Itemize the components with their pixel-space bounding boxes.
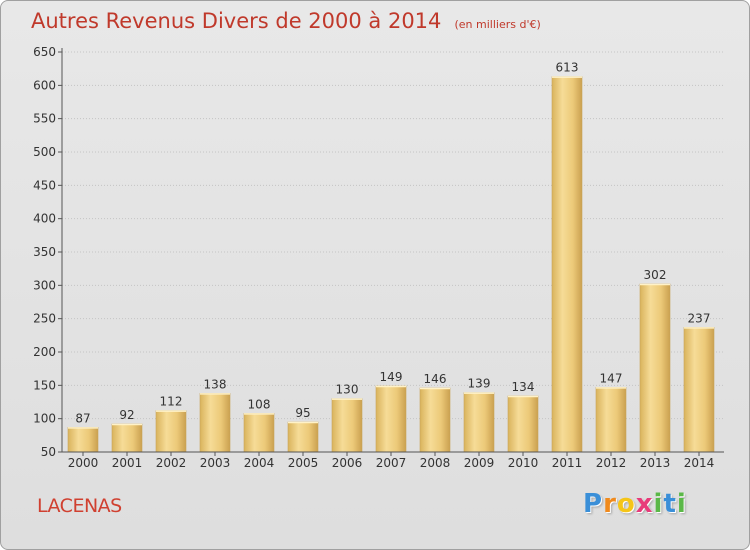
chart-subtitle: (en milliers d'€) <box>454 18 541 31</box>
proxiti-logo: Proxiti <box>583 489 687 519</box>
y-tick-label: 250 <box>33 312 56 326</box>
x-tick-label: 2004 <box>244 456 275 470</box>
x-tick-label: 2009 <box>464 456 495 470</box>
bar-2009 <box>463 392 495 453</box>
bar-2012 <box>595 387 627 453</box>
y-tick-label: 400 <box>33 212 56 226</box>
y-tick-label: 200 <box>33 345 56 359</box>
logo-letter: o <box>616 489 636 519</box>
x-tick-label: 2001 <box>112 456 143 470</box>
x-tick-label: 2013 <box>640 456 671 470</box>
y-tick-label: 100 <box>33 412 56 426</box>
x-tick-label: 2008 <box>420 456 451 470</box>
bar-2014 <box>683 327 715 453</box>
location-label: LACENAS <box>37 495 122 517</box>
data-label: 92 <box>119 408 134 422</box>
y-tick-label: 550 <box>33 112 56 126</box>
data-label: 95 <box>295 406 310 420</box>
x-tick-label: 2002 <box>156 456 187 470</box>
y-tick-label: 300 <box>33 278 56 292</box>
bar-2013 <box>639 283 671 453</box>
bar-2007 <box>375 385 407 453</box>
bar-2003 <box>199 393 231 453</box>
bar-2001 <box>111 423 143 453</box>
logo-letter: r <box>603 489 617 519</box>
x-tick-label: 2003 <box>200 456 231 470</box>
bar-2000 <box>67 427 99 453</box>
axis-layer: 50 100 150 200 250 300 350 400 450 500 550 600 650 20… <box>33 45 724 470</box>
x-tick-label: 2005 <box>288 456 319 470</box>
bar-layer <box>67 76 715 453</box>
bar-2010 <box>507 395 539 453</box>
logo-letter: i <box>653 489 664 519</box>
data-label: 130 <box>336 383 359 397</box>
data-label: 139 <box>468 377 491 391</box>
bar-2011 <box>551 76 583 453</box>
label-layer: 87 92 112 138 108 95 130 149 146 139 134 613 147 302 2… <box>75 61 710 426</box>
data-label: 138 <box>204 377 227 391</box>
data-label: 613 <box>556 61 579 75</box>
y-tick-label: 500 <box>33 145 56 159</box>
bar-2005 <box>287 421 319 453</box>
x-tick-label: 2006 <box>332 456 363 470</box>
data-label: 302 <box>644 268 667 282</box>
y-tick-label: 50 <box>41 445 56 459</box>
y-tick-label: 150 <box>33 378 56 392</box>
data-label: 237 <box>688 311 711 325</box>
logo-letter: t <box>663 489 677 519</box>
data-label: 87 <box>75 411 90 425</box>
y-tick-label: 450 <box>33 178 56 192</box>
logo-letter: i <box>676 489 687 519</box>
x-tick-label: 2011 <box>552 456 583 470</box>
title-row: Autres Revenus Divers de 2000 à 2014 (en… <box>31 9 541 33</box>
data-label: 134 <box>512 380 535 394</box>
bar-2004 <box>243 413 275 453</box>
data-label: 146 <box>424 372 447 386</box>
bar-2002 <box>155 410 187 453</box>
bar-2006 <box>331 398 363 453</box>
logo-letter: P <box>583 489 604 519</box>
x-tick-label: 2012 <box>596 456 627 470</box>
y-tick-label: 650 <box>33 45 56 59</box>
chart-title: Autres Revenus Divers de 2000 à 2014 <box>31 9 442 33</box>
x-tick-label: 2007 <box>376 456 407 470</box>
bar-2008 <box>419 387 451 453</box>
x-tick-label: 2014 <box>684 456 715 470</box>
data-label: 108 <box>248 397 271 411</box>
data-label: 112 <box>160 395 183 409</box>
data-label: 147 <box>600 371 623 385</box>
x-tick-label: 2000 <box>68 456 99 470</box>
y-tick-label: 350 <box>33 245 56 259</box>
y-tick-label: 600 <box>33 78 56 92</box>
x-tick-label: 2010 <box>508 456 539 470</box>
data-label: 149 <box>380 370 403 384</box>
logo-letter: x <box>635 489 654 519</box>
